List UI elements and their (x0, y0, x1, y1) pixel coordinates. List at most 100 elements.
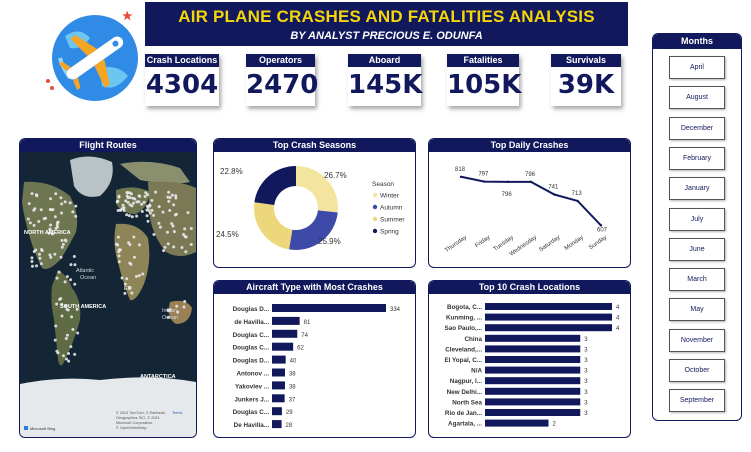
bar-value-label: 3 (584, 411, 588, 417)
bar[interactable] (485, 377, 581, 385)
crash-dot (120, 276, 124, 280)
top-crash-seasons-panel: Top Crash Seasons 26.7% 25.9% 24.5% 22.8% Se… (213, 138, 416, 268)
line-data-label: 796 (525, 172, 536, 178)
legend-entry-winter[interactable]: Winter (380, 193, 400, 200)
crash-dot (183, 299, 187, 303)
bar[interactable] (485, 334, 581, 342)
bar-value-label: 29 (286, 410, 293, 416)
crash-locations-bar-chart[interactable]: Bogota, C... 4 Kunming, ... 4 Sao Paulo,... 4… (429, 294, 630, 437)
legend-entry-autumn[interactable]: Autumn (380, 205, 403, 212)
legend-entry-spring[interactable]: Spring (380, 229, 399, 236)
panel-title: Top Daily Crashes (429, 139, 630, 152)
bar[interactable] (272, 420, 282, 429)
bar[interactable] (485, 303, 612, 310)
month-option-july[interactable]: July (669, 207, 725, 231)
flight-routes-map[interactable]: NORTH AMERICA SOUTH AMERICA Atlantic Oce… (20, 152, 196, 437)
crash-dot (137, 274, 141, 278)
bar-value-label: 3 (584, 390, 588, 396)
crash-dot (128, 191, 132, 195)
crash-dot (64, 336, 68, 340)
month-option-october[interactable]: October (669, 359, 725, 382)
line-point[interactable] (459, 175, 463, 178)
bar[interactable] (485, 356, 581, 363)
bar[interactable] (485, 409, 581, 416)
line-point[interactable] (553, 193, 556, 196)
aircraft-type-bar-chart[interactable]: Douglas D... 334 de Havilla... 81 Douglas C.… (214, 294, 415, 437)
title-banner: AIR PLANE CRASHES AND FATALITIES ANALYSI… (145, 2, 628, 46)
line-category-label: Friday (474, 235, 491, 249)
bar[interactable] (272, 316, 300, 325)
crash-dot (182, 305, 186, 309)
bar-category-label: Bogota, C... (447, 304, 482, 311)
bar[interactable] (272, 394, 285, 403)
bar[interactable] (272, 304, 386, 312)
crash-dot (30, 264, 34, 268)
crash-dot (148, 203, 152, 207)
months-title: Months (653, 34, 741, 49)
crash-dot (123, 282, 127, 286)
crash-dot (60, 211, 64, 215)
bar[interactable] (485, 313, 612, 321)
bar-value-label: 4 (616, 326, 620, 332)
crash-dot (116, 235, 120, 239)
crash-dot (53, 252, 57, 256)
donut-slice-autumn[interactable] (289, 210, 338, 250)
month-option-february[interactable]: February (669, 146, 725, 170)
crash-dot (51, 232, 55, 236)
bar[interactable] (272, 368, 285, 377)
crash-dot (56, 351, 60, 355)
line-data-label: 797 (478, 172, 489, 178)
month-option-november[interactable]: November (669, 328, 725, 352)
crash-dot (130, 215, 134, 219)
bar[interactable] (485, 387, 581, 395)
line-point[interactable] (483, 180, 486, 183)
month-option-may[interactable]: May (669, 298, 725, 322)
donut-slice-winter[interactable] (296, 166, 338, 213)
bar[interactable] (272, 407, 282, 416)
bar-category-label: de Havilla... (234, 319, 269, 326)
crash-dot (170, 222, 174, 226)
donut-slice-spring[interactable] (254, 166, 296, 205)
crash-dot (127, 241, 131, 245)
crash-dot (30, 256, 34, 260)
crash-dot (157, 221, 161, 225)
line-point[interactable] (576, 199, 579, 203)
month-option-december[interactable]: December (669, 116, 725, 140)
crash-dot (116, 243, 120, 247)
bar[interactable] (272, 329, 298, 338)
month-option-june[interactable]: June (669, 237, 725, 261)
bar[interactable] (272, 342, 294, 351)
crash-dot (70, 315, 74, 319)
crash-dot (135, 214, 139, 218)
crash-dot (145, 214, 149, 218)
line-point[interactable] (599, 224, 603, 227)
bar[interactable] (272, 381, 285, 390)
month-option-march[interactable]: March (669, 268, 725, 292)
bar[interactable] (272, 355, 286, 364)
month-option-april[interactable]: April (669, 56, 725, 79)
donut-slice-summer[interactable] (254, 202, 293, 250)
map-bing-label: Microsoft Bing (30, 426, 55, 431)
seasons-donut-chart[interactable]: 26.7% 25.9% 24.5% 22.8% Season Winter Autumn Su… (214, 152, 415, 267)
legend-marker (372, 192, 378, 198)
bar[interactable] (485, 345, 581, 353)
crash-dot (48, 253, 52, 257)
legend-entry-summer[interactable]: Summer (380, 217, 405, 224)
line-point[interactable] (506, 180, 509, 184)
bar-category-label: Yakovlev ... (235, 383, 269, 390)
crash-dot (182, 232, 186, 236)
bar[interactable] (485, 366, 581, 374)
bar[interactable] (485, 398, 581, 406)
crash-dot (172, 203, 176, 207)
daily-crashes-line-chart[interactable]: 818Thursday797Friday796Tuesday796Wednesd… (429, 152, 630, 267)
kpi-value: 105K (447, 70, 522, 100)
month-option-september[interactable]: September (669, 389, 725, 413)
line-point[interactable] (529, 180, 533, 184)
map-terms-link[interactable]: Terms (172, 411, 182, 415)
crash-dot (34, 193, 38, 197)
month-option-january[interactable]: January (669, 177, 725, 201)
month-option-august[interactable]: August (669, 86, 725, 110)
bar[interactable] (485, 324, 612, 332)
bar[interactable] (485, 419, 549, 427)
crash-dot (172, 230, 176, 234)
